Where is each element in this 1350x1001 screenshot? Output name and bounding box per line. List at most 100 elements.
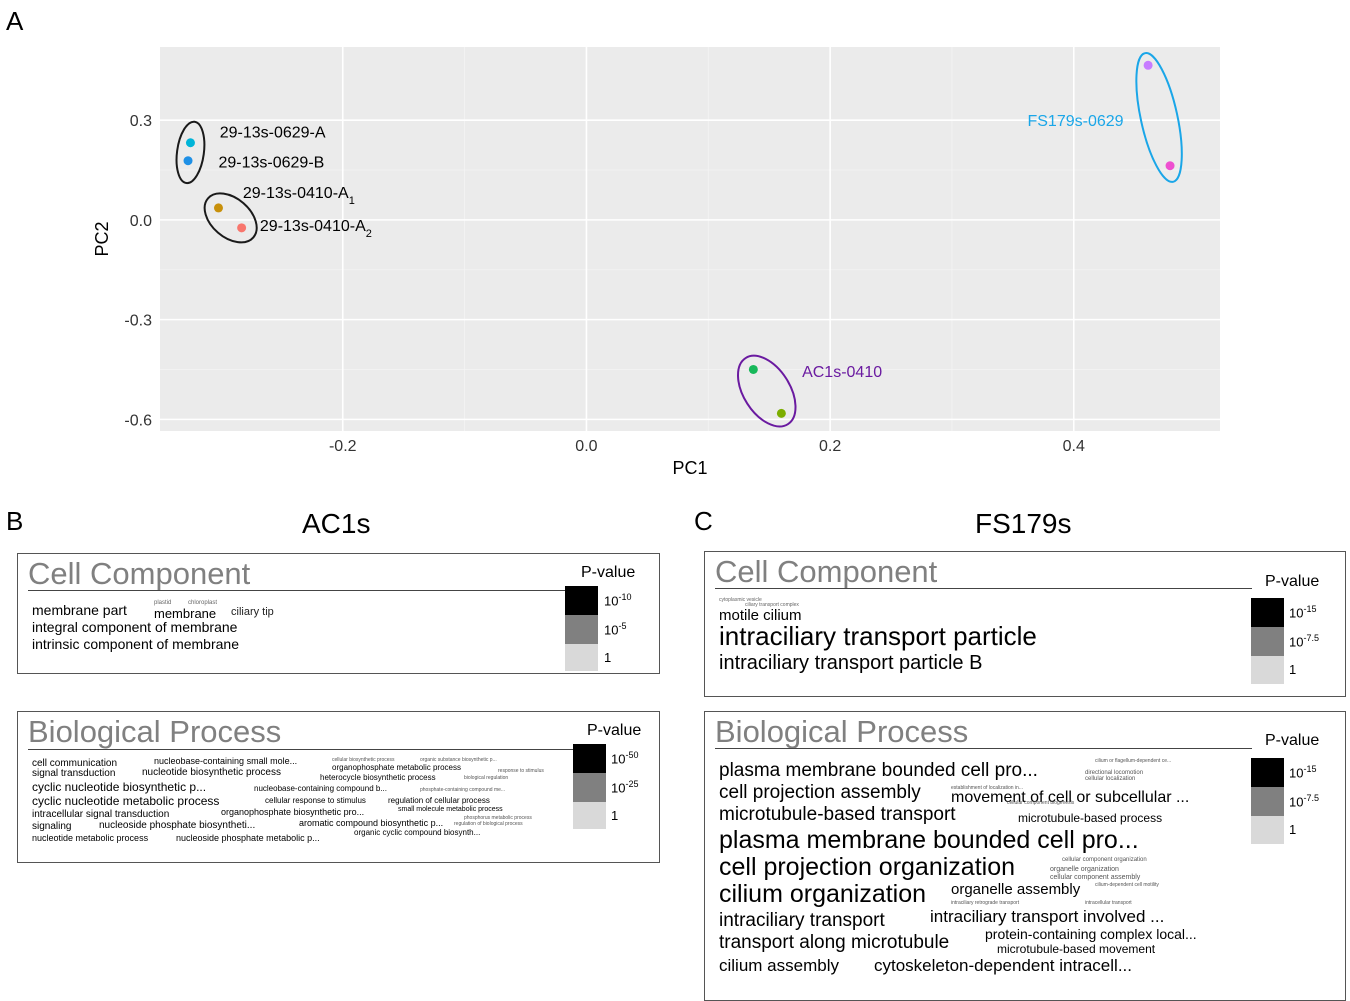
data-point bbox=[213, 203, 223, 213]
go-term: heterocycle biosynthetic process bbox=[320, 773, 436, 782]
ac1s-bp-pvalue-label-mid: 10-25 bbox=[611, 779, 639, 796]
ac1s-cc-pvalue-title: P-value bbox=[581, 564, 636, 581]
ac1s-cell-component-box: Cell Component P-value 10-10 10-5 1 memb… bbox=[17, 553, 660, 674]
go-term: nucleoside phosphate metabolic p... bbox=[176, 833, 320, 843]
pca-scatter-plot: -0.2 0.0 0.2 0.4 0.3 0.0 -0.3 -0.6 PC1 PC2 29-13s-… bbox=[92, 47, 1220, 478]
go-term: integral component of membrane bbox=[32, 619, 238, 635]
go-term: response to stimulus bbox=[498, 768, 544, 774]
go-term: cell communication bbox=[32, 758, 118, 769]
y-tick-label: -0.6 bbox=[124, 412, 152, 429]
go-term: directional locomotion bbox=[1085, 770, 1144, 776]
data-point bbox=[776, 408, 786, 418]
sample-label: 29-13s-0629-A bbox=[220, 124, 326, 141]
fs179s-bp-title: Biological Process bbox=[715, 714, 969, 749]
group-ellipse bbox=[175, 120, 206, 185]
group-ellipse bbox=[1135, 52, 1183, 183]
x-tick-label: 0.2 bbox=[819, 438, 841, 455]
go-term: transport along microtubule bbox=[719, 932, 950, 953]
fs179s-bp-swatch-low bbox=[1251, 816, 1284, 844]
go-term: nucleobase-containing compound b... bbox=[254, 784, 387, 793]
fs179s-cc-swatch-mid bbox=[1251, 627, 1284, 656]
go-term: cyclic nucleotide metabolic process bbox=[32, 794, 220, 808]
fs179s-biological-process-box: Biological Process P-value 10-15 10-7.5 … bbox=[704, 711, 1346, 1001]
go-term: organelle assembly bbox=[951, 881, 1081, 898]
go-term: cilium or flagellum-dependent ce... bbox=[1095, 758, 1172, 764]
go-term: ciliary tip bbox=[231, 606, 274, 618]
go-term: phosphate-containing compound me... bbox=[420, 787, 506, 793]
go-term: cilium-dependent cell motility bbox=[1095, 882, 1159, 888]
fs179s-bp-pvalue-label-mid: 10-7.5 bbox=[1289, 793, 1319, 810]
ac1s-cc-title: Cell Component bbox=[28, 556, 251, 591]
go-term: intraciliary transport particle bbox=[719, 621, 1037, 651]
x-tick-label: 0.0 bbox=[575, 438, 597, 455]
y-tick-label: 0.0 bbox=[130, 213, 152, 230]
fs179s-cc-swatch-high bbox=[1251, 598, 1284, 627]
x-tick-label: 0.4 bbox=[1063, 438, 1085, 455]
ac1s-bp-pvalue-title: P-value bbox=[587, 722, 642, 739]
group-ellipse bbox=[737, 354, 797, 428]
ac1s-cc-divider bbox=[28, 590, 588, 591]
y-axis-label: PC2 bbox=[92, 221, 112, 256]
fs179s-bp-pvalue-title: P-value bbox=[1265, 732, 1320, 749]
fs179s-bp-swatch-high bbox=[1251, 758, 1284, 787]
group-ellipse bbox=[203, 192, 258, 244]
go-term: intraciliary transport bbox=[719, 910, 885, 931]
ac1s-bp-swatch-mid bbox=[573, 773, 606, 802]
fs179s-bp-pvalue-label-low: 1 bbox=[1289, 822, 1297, 837]
go-term: intraciliary transport involved ... bbox=[930, 907, 1165, 926]
go-term: cell projection organization bbox=[719, 853, 1016, 881]
ac1s-bp-swatch-low bbox=[573, 802, 606, 829]
go-term: motile cilium bbox=[719, 607, 802, 624]
go-term: intracellular signal transduction bbox=[32, 809, 170, 820]
go-term: plasma membrane bounded cell pro... bbox=[719, 826, 1139, 854]
go-term: microtubule-based process bbox=[1018, 811, 1163, 825]
sample-label: 29-13s-0410-A2 bbox=[260, 218, 372, 240]
sample-label: AC1s-0410 bbox=[802, 364, 882, 381]
go-term: ciliary transport complex bbox=[745, 602, 799, 608]
go-term: plastid bbox=[154, 600, 172, 606]
go-term: nucleoside phosphate biosyntheti... bbox=[99, 820, 256, 831]
panel-letter-a: A bbox=[6, 6, 24, 36]
fs179s-bp-divider bbox=[715, 748, 1252, 749]
ac1s-cc-pvalue-label-mid: 10-5 bbox=[604, 621, 627, 638]
go-term: chloroplast bbox=[188, 600, 218, 606]
go-term: cellular response to stimulus bbox=[265, 796, 366, 805]
ac1s-cc-pvalue-label-low: 1 bbox=[604, 650, 612, 665]
go-term: cell projection assembly bbox=[719, 782, 921, 803]
fs179s-cc-divider bbox=[715, 588, 1252, 589]
go-term: regulation of cellular process bbox=[388, 796, 490, 805]
go-term: biological regulation bbox=[464, 775, 509, 781]
ac1s-bp-divider bbox=[28, 749, 588, 750]
ac1s-cc-swatch-mid bbox=[565, 615, 598, 644]
data-point bbox=[183, 156, 193, 166]
go-term: small molecule metabolic process bbox=[398, 806, 503, 813]
go-term: cilium assembly bbox=[719, 956, 839, 975]
fs179s-bp-pvalue-label-high: 10-15 bbox=[1289, 764, 1317, 781]
go-term: microtubule-based transport bbox=[719, 804, 956, 825]
ac1s-cc-swatch-low bbox=[565, 644, 598, 671]
go-term: cellular localization bbox=[1085, 776, 1136, 782]
data-point bbox=[1143, 60, 1153, 70]
fs179s-heading: FS179s bbox=[975, 508, 1072, 539]
go-term: intracellular transport bbox=[1085, 900, 1132, 906]
ac1s-bp-pvalue-label-high: 10-50 bbox=[611, 750, 639, 767]
ac1s-bp-swatch-high bbox=[573, 744, 606, 773]
x-axis-label: PC1 bbox=[672, 458, 707, 478]
go-term: aromatic compound biosynthetic p... bbox=[299, 818, 444, 828]
go-term: organic substance biosynthetic p... bbox=[420, 757, 497, 763]
fs179s-cc-pvalue-label-high: 10-15 bbox=[1289, 604, 1317, 621]
go-term: membrane part bbox=[32, 602, 127, 618]
go-term: nucleobase-containing small mole... bbox=[154, 756, 298, 766]
ac1s-bp-title: Biological Process bbox=[28, 714, 282, 749]
fs179s-cc-pvalue-title: P-value bbox=[1265, 573, 1320, 590]
go-term: nucleotide metabolic process bbox=[32, 833, 149, 843]
fs179s-cell-component-box: Cell Component P-value 10-15 10-7.5 1 mo… bbox=[704, 551, 1346, 697]
go-term: membrane bbox=[154, 606, 217, 621]
y-tick-label: 0.3 bbox=[130, 113, 152, 130]
plot-background bbox=[160, 47, 1220, 431]
go-term: microtubule-based movement bbox=[997, 942, 1156, 956]
go-term: organophosphate metabolic process bbox=[332, 763, 461, 772]
go-term: plasma membrane bounded cell pro... bbox=[719, 760, 1038, 781]
sample-label: 29-13s-0629-B bbox=[218, 154, 324, 171]
go-term: establishment of localization in... bbox=[951, 785, 1023, 791]
